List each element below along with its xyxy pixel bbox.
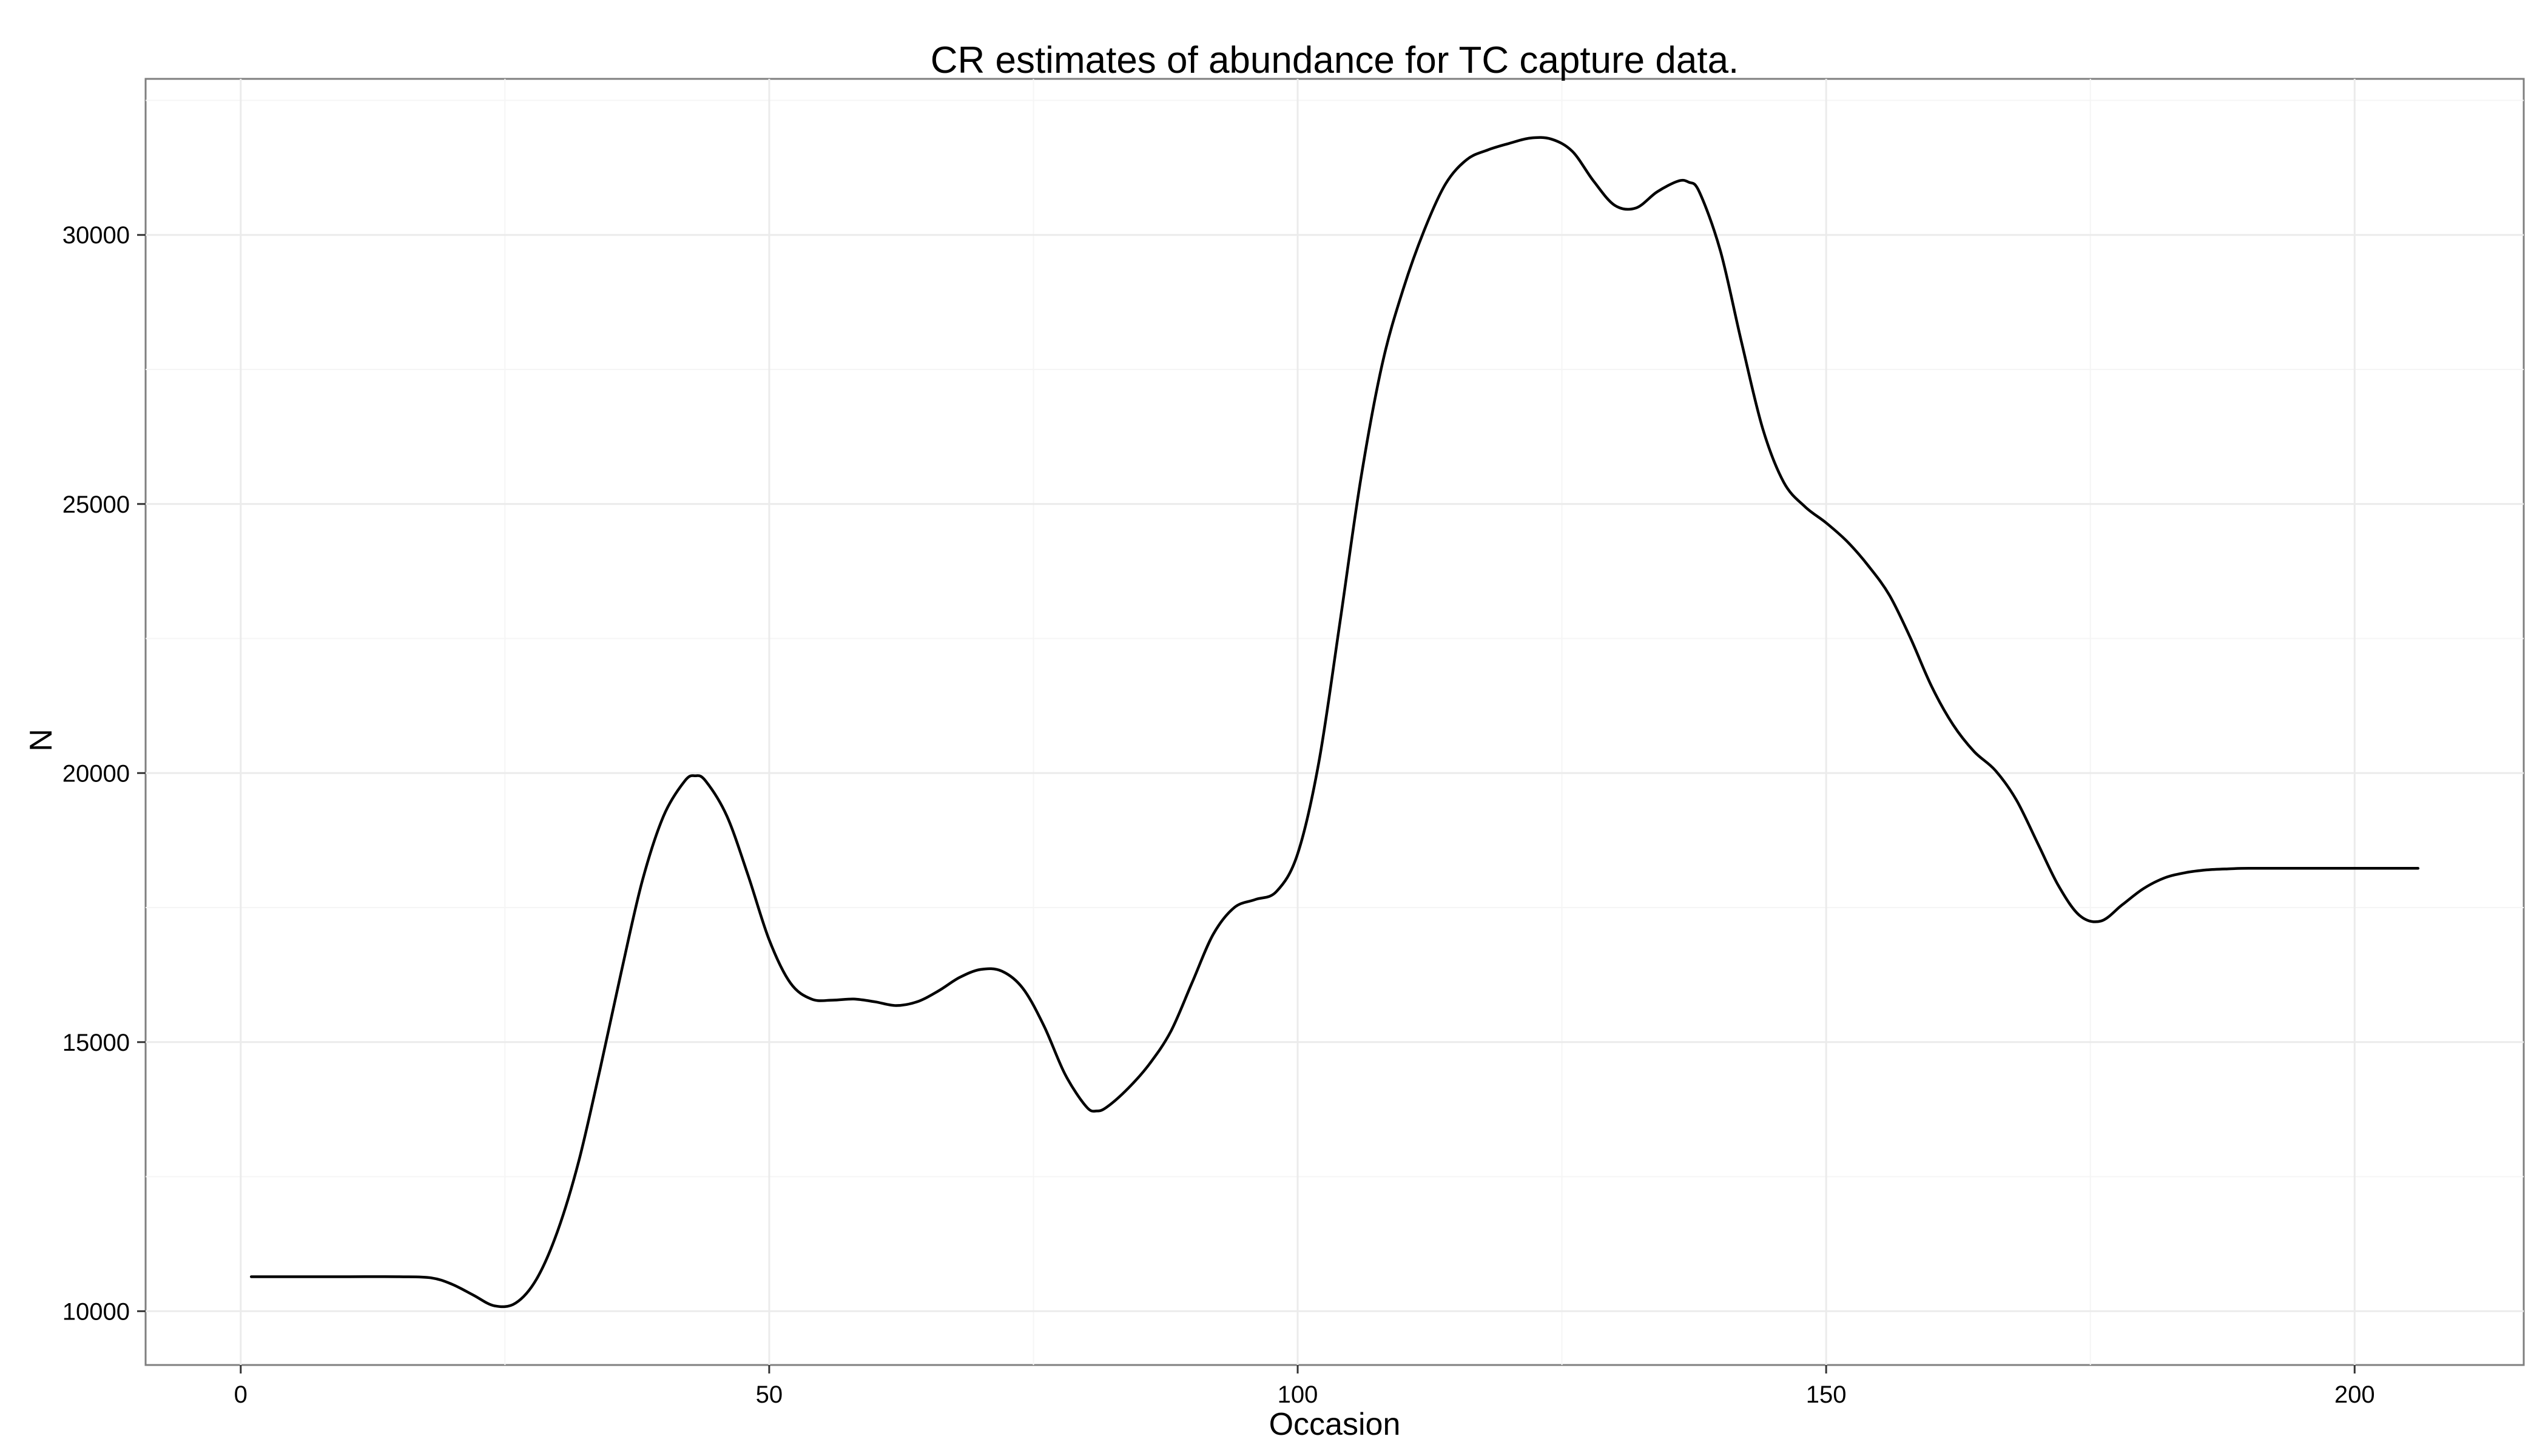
x-tick-label: 0 xyxy=(234,1381,248,1408)
series-layer xyxy=(249,136,2420,1309)
y-tick-label: 25000 xyxy=(62,491,130,518)
chart-title: CR estimates of abundance for TC capture… xyxy=(931,39,1739,81)
x-tick-label: 150 xyxy=(1806,1381,1847,1408)
x-axis-title: Occasion xyxy=(1269,1407,1401,1442)
grid-minor xyxy=(146,79,2524,1365)
grid-major xyxy=(146,79,2524,1365)
x-axis: 0 50 100 150 200 xyxy=(234,1365,2375,1408)
y-tick-label: 20000 xyxy=(62,760,130,787)
x-tick-label: 200 xyxy=(2334,1381,2375,1408)
y-axis: 10000 15000 20000 25000 30000 xyxy=(62,222,146,1325)
plot-background xyxy=(144,78,2525,1366)
y-tick-label: 15000 xyxy=(62,1030,130,1056)
x-tick-label: 100 xyxy=(1278,1381,1318,1408)
y-tick-label: 30000 xyxy=(62,222,130,249)
y-axis-title: N xyxy=(24,729,59,752)
y-tick-label: 10000 xyxy=(62,1298,130,1325)
series-line xyxy=(249,136,2420,1309)
x-tick-label: 50 xyxy=(756,1381,783,1408)
